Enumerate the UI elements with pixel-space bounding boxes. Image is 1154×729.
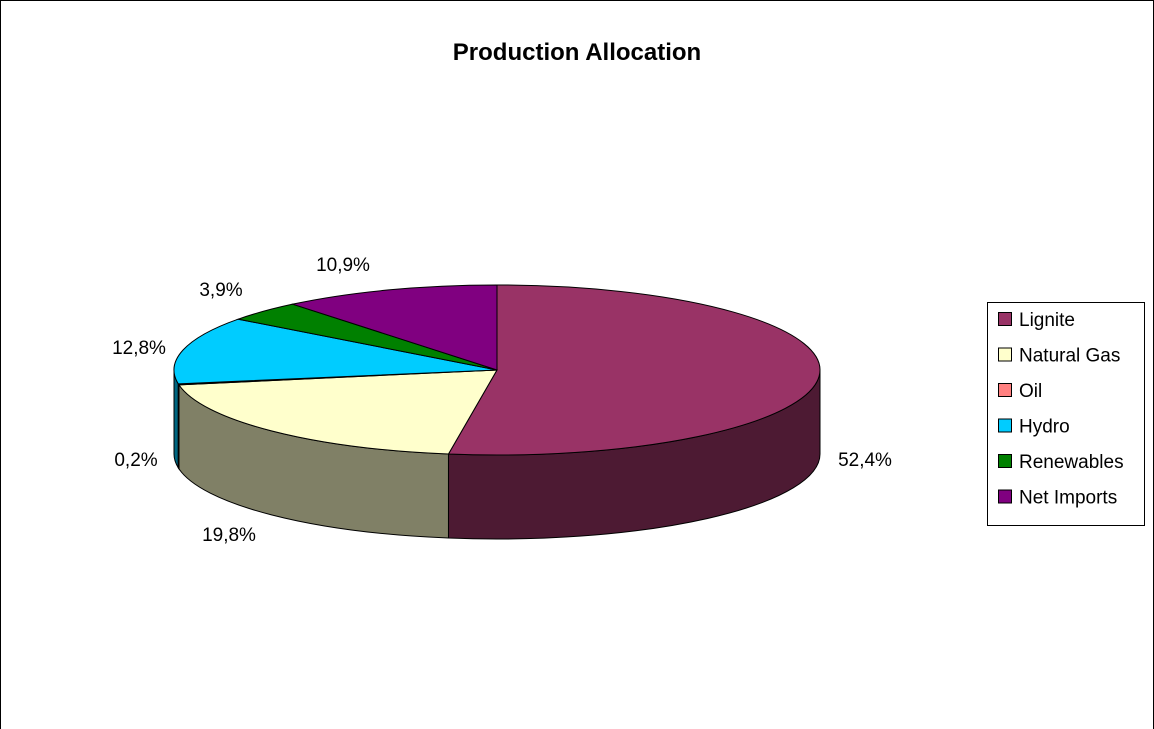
data-label-renewables: 3,9% [199, 280, 242, 301]
data-label-oil: 0,2% [114, 450, 157, 471]
pie-side-hydro [173, 369, 179, 470]
pie-slice-hydro [173, 318, 498, 385]
data-label-hydro: 12,8% [112, 338, 166, 359]
legend-item-net-imports: Net Imports [998, 488, 1117, 509]
legend-label-natural-gas: Natural Gas [1019, 346, 1120, 367]
pie-slice-lignite [447, 284, 821, 456]
legend-label-hydro: Hydro [1019, 417, 1070, 438]
legend-item-oil: Oil [998, 381, 1042, 402]
legend-item-hydro: Hydro [998, 417, 1070, 438]
legend-swatch-renewables [998, 454, 1012, 468]
legend-label-lignite: Lignite [1019, 310, 1075, 331]
pie-slice-net-imports [290, 284, 498, 371]
data-label-natural-gas: 19,8% [202, 525, 256, 546]
pie-slice-natural-gas [178, 369, 498, 455]
legend-item-lignite: Lignite [998, 310, 1075, 331]
data-label-lignite: 52,4% [838, 450, 892, 471]
legend-swatch-hydro [998, 418, 1012, 433]
data-label-net-imports: 10,9% [316, 255, 370, 276]
legend-swatch-net-imports [998, 489, 1012, 504]
legend-box [987, 302, 1145, 526]
legend-swatch-natural-gas [998, 347, 1012, 362]
legend-item-natural-gas: Natural Gas [998, 346, 1120, 367]
legend-item-renewables: Renewables [998, 452, 1124, 473]
legend-label-renewables: Renewables [1019, 452, 1124, 473]
chart-title: Production Allocation [453, 39, 701, 66]
legend-swatch-oil [998, 383, 1012, 397]
pie-slices [173, 284, 821, 456]
legend: Lignite Natural Gas Oil Hydro Renewables Net … [987, 302, 1145, 526]
legend-swatch-lignite [998, 312, 1012, 326]
data-labels: 52,4% 19,8% 0,2% 12,8% 3,9% 10,9% [112, 255, 892, 546]
legend-label-oil: Oil [1019, 381, 1042, 402]
legend-label-net-imports: Net Imports [1019, 488, 1117, 509]
